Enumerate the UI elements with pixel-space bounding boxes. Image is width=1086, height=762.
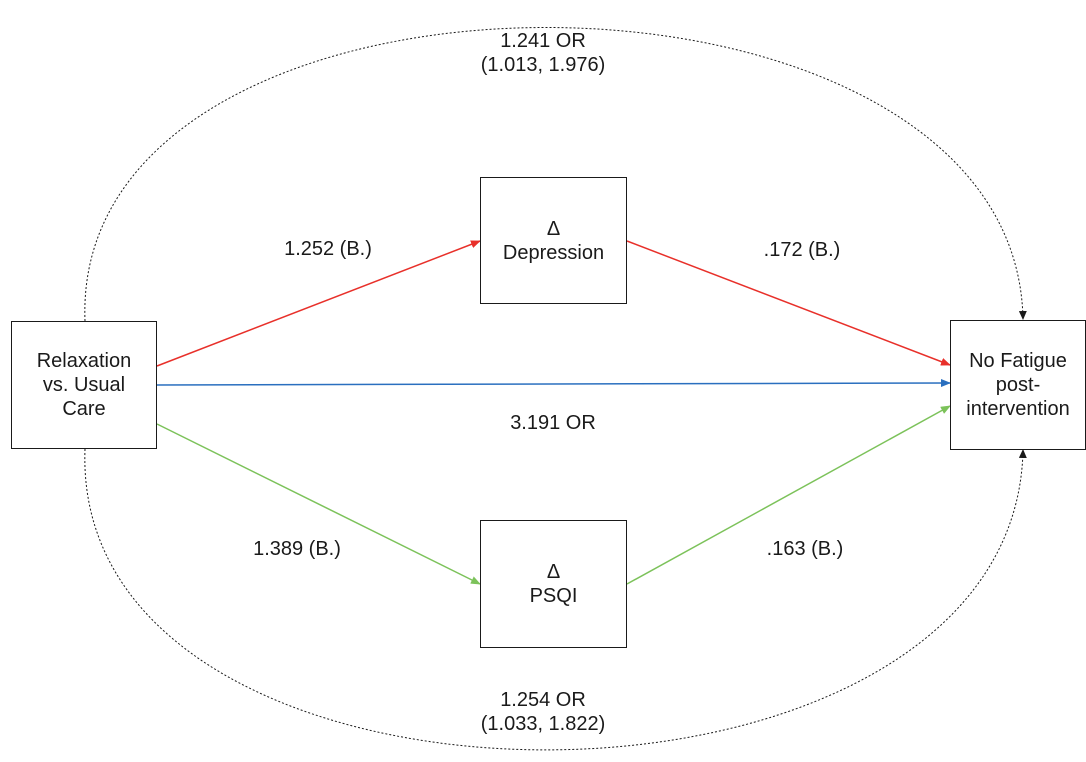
node-target-line-1: No Fatigue xyxy=(969,350,1067,372)
node-delta-psqi: Δ PSQI xyxy=(480,520,627,648)
node-source-line-3: Care xyxy=(62,398,106,420)
node-depression-label: Depression xyxy=(502,241,605,264)
label-bottom-indirect-or: 1.254 OR xyxy=(500,689,586,711)
node-delta-depression: Δ Depression xyxy=(480,177,627,304)
label-bottom-indirect-effect: 1.254 OR (1.033, 1.822) xyxy=(443,688,643,736)
node-source-line-1: Relaxation xyxy=(36,350,132,372)
label-top-indirect-ci: (1.013, 1.976) xyxy=(480,54,606,76)
node-source-line-2: vs. Usual xyxy=(42,374,126,396)
label-top-indirect-effect: 1.241 OR (1.013, 1.976) xyxy=(443,29,643,77)
node-psqi-delta: Δ xyxy=(546,561,561,583)
label-top-indirect-or: 1.241 OR xyxy=(500,30,586,52)
node-psqi-label: PSQI xyxy=(529,585,578,607)
label-bottom-indirect-ci: (1.033, 1.822) xyxy=(480,713,606,735)
arrow-source-to-depression xyxy=(156,240,481,367)
arrow-source-to-psqi xyxy=(156,423,481,585)
node-relaxation-vs-usual-care: Relaxation vs. Usual Care xyxy=(11,321,157,449)
arrow-psqi-to-target xyxy=(626,405,951,585)
arrow-depression-to-target xyxy=(626,240,951,366)
node-no-fatigue-post-intervention: No Fatigue post- intervention xyxy=(950,320,1086,450)
label-direct-effect: 3.191 OR xyxy=(510,412,596,434)
label-source-to-depression: 1.252 (B.) xyxy=(284,238,372,260)
label-psqi-to-target: .163 (B.) xyxy=(766,538,844,560)
node-target-line-3: intervention xyxy=(966,398,1070,420)
bottom-indirect-curve xyxy=(84,448,1027,751)
label-source-to-psqi: 1.389 (B.) xyxy=(253,538,341,560)
node-target-line-2: post- xyxy=(995,374,1041,396)
label-depression-to-target: .172 (B.) xyxy=(763,239,841,261)
arrow-source-to-target xyxy=(156,379,951,388)
node-depression-delta: Δ xyxy=(546,217,561,240)
